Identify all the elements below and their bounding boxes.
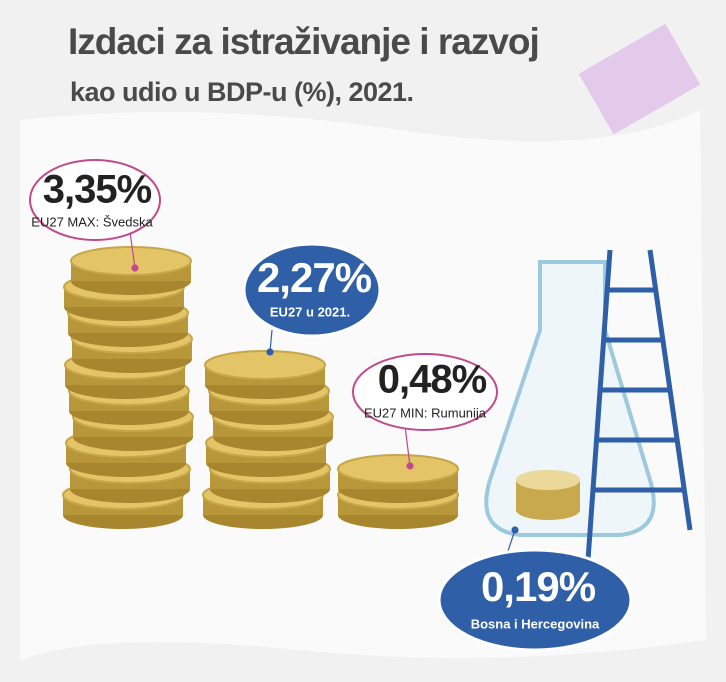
callout-value: 0,19% [481,563,596,610]
callout-label: EU27 MAX: Švedska [31,214,153,229]
coin [516,470,580,490]
callout-value: 2,27% [257,254,372,301]
coin [516,500,580,520]
subtitle: kao udio u BDP-u (%), 2021. [70,77,414,107]
pointers [266,329,519,561]
coin-stacks [62,246,459,529]
callout-label: Bosna i Hercegovina [471,616,600,631]
callout-bubble [29,159,161,241]
coin [204,350,326,380]
callout-value: 3,35% [43,168,152,212]
title: Izdaci za istraživanje i razvoj [68,21,539,62]
callout-bubble [437,548,633,652]
pointers [129,231,414,470]
callout-value: 0,48% [378,358,487,402]
coin [337,454,459,484]
callout-bubble [352,353,498,431]
decor-paper [578,23,701,135]
callout-label: EU27 u 2021. [270,304,350,319]
ladder [585,249,693,561]
callout-label: EU27 MIN: Rumunija [364,405,487,420]
callout-bubble [242,242,382,338]
coin [70,246,192,276]
